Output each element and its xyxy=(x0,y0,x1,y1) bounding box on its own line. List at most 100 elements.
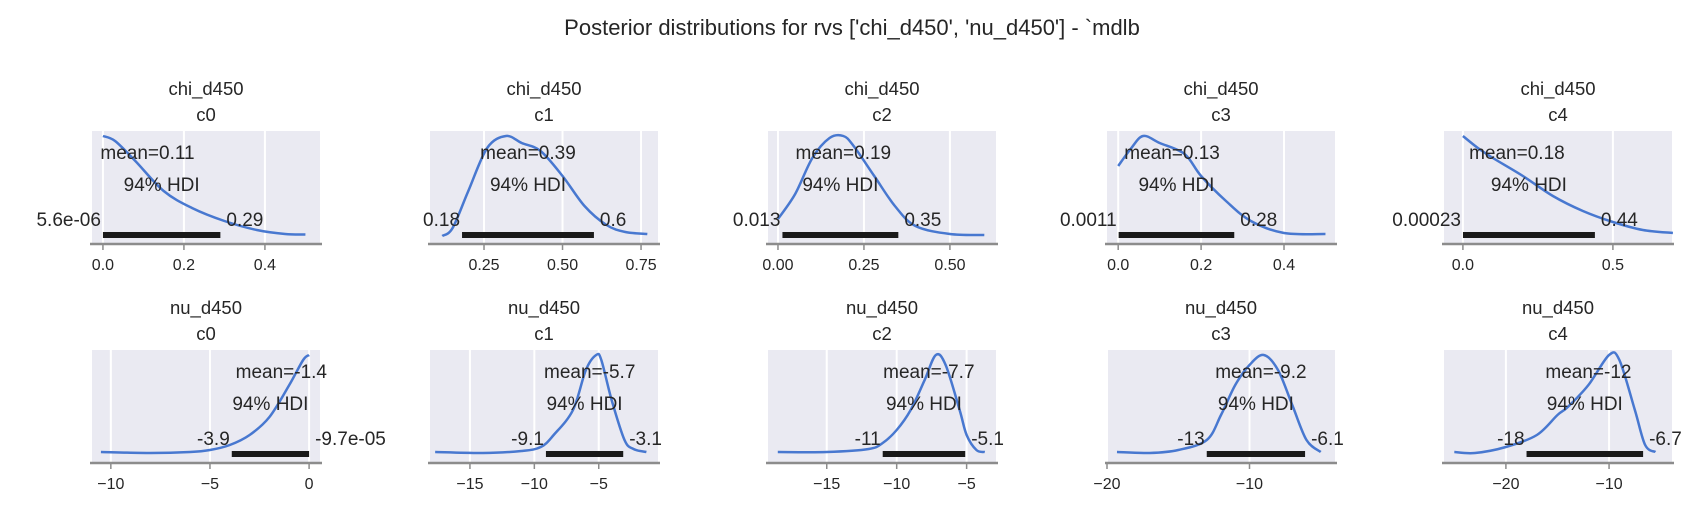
panel-title-coord: c3 xyxy=(1211,104,1231,125)
panel-title-coord: c2 xyxy=(872,323,892,344)
x-tick-label: −10 xyxy=(883,476,910,493)
hdi-low-label: -3.9 xyxy=(197,429,230,450)
panel-title-coord: c4 xyxy=(1548,104,1568,125)
plot-background xyxy=(1107,131,1335,244)
hdi-label: 94% HDI xyxy=(232,394,308,415)
x-tick-label: 0.0 xyxy=(92,257,114,274)
mean-label: mean=0.18 xyxy=(1469,143,1565,164)
x-tick-label: 0.50 xyxy=(547,257,578,274)
x-tick-label: −5 xyxy=(958,476,976,493)
x-tick-label: −5 xyxy=(201,476,219,493)
hdi-label: 94% HDI xyxy=(1218,394,1294,415)
hdi-low-label: 0.0011 xyxy=(1060,210,1117,231)
panel-title-coord: c0 xyxy=(196,104,216,125)
panel-title-var: chi_d450 xyxy=(1183,78,1258,100)
panel-title-var: nu_d450 xyxy=(846,297,918,319)
hdi-label: 94% HDI xyxy=(802,175,878,196)
hdi-label: 94% HDI xyxy=(124,175,200,196)
hdi-low-label: -11 xyxy=(855,429,881,450)
hdi-low-label: -13 xyxy=(1177,429,1204,450)
panel-nu_d450-c2: −15 −10 −5 nu_d450 c2 mean=-7.7 94% HDI-11 -5.1 xyxy=(766,297,1004,493)
mean-label: mean=-12 xyxy=(1545,362,1631,383)
plot-background xyxy=(92,131,320,244)
hdi-label: 94% HDI xyxy=(490,175,566,196)
panel-title-var: chi_d450 xyxy=(168,78,243,100)
panel-chi_d450-c2: 0.00 0.25 0.50 chi_d450 c2 mean=0.19 94% HDI 0.… xyxy=(733,78,998,274)
x-tick-label: −10 xyxy=(1595,476,1622,493)
x-tick-label: 0.50 xyxy=(934,257,965,274)
panel-title-coord: c4 xyxy=(1548,323,1568,344)
mean-label: mean=0.19 xyxy=(796,143,892,164)
mean-label: mean=-7.7 xyxy=(883,362,974,383)
kde-line xyxy=(777,352,986,454)
hdi-low-label: 0.013 xyxy=(733,210,781,231)
hdi-high-label: 0.44 xyxy=(1601,210,1638,231)
hdi-high-label: 0.28 xyxy=(1240,210,1277,231)
plot-background xyxy=(430,131,658,244)
hdi-low-label: 0.00023 xyxy=(1392,210,1461,231)
x-tick-label: −20 xyxy=(1492,476,1519,493)
panel-nu_d450-c0: −10 −5 0 nu_d450 c0 mean=-1.4 94% HDI-3.9 -9.7e… xyxy=(90,297,386,493)
panel-chi_d450-c4: 0.0 0.5 chi_d450 c4 mean=0.18 94% HDI 0.00023 0… xyxy=(1392,78,1674,274)
panel-nu_d450-c3: −20 −10 nu_d450 c3 mean=-9.2 94% HDI -13 -6.1 xyxy=(1093,297,1343,493)
hdi-high-label: 0.35 xyxy=(904,210,941,231)
x-tick-label: −20 xyxy=(1093,476,1120,493)
hdi-low-label: 0.18 xyxy=(423,210,460,231)
x-tick-label: −15 xyxy=(813,476,840,493)
panel-title-var: nu_d450 xyxy=(1522,297,1594,319)
mean-label: mean=-1.4 xyxy=(236,362,328,383)
hdi-high-label: 0.29 xyxy=(226,210,263,231)
hdi-high-label: -5.1 xyxy=(971,429,1004,450)
kde-line xyxy=(435,352,647,455)
hdi-high-label: -6.1 xyxy=(1311,429,1344,450)
x-tick-label: −10 xyxy=(97,476,124,493)
panel-title-var: nu_d450 xyxy=(1185,297,1257,319)
mean-label: mean=0.11 xyxy=(100,143,194,164)
panel-chi_d450-c1: 0.25 0.50 0.75 chi_d450 c1 mean=0.39 94% HDI 0.… xyxy=(423,78,660,274)
x-tick-label: 0.4 xyxy=(1273,257,1295,274)
kde-line xyxy=(1462,135,1674,235)
panel-nu_d450-c1: −15 −10 −5 nu_d450 c1 mean=-5.7 94% HDI-9.1 -3.… xyxy=(428,297,662,493)
hdi-label: 94% HDI xyxy=(886,394,962,415)
panel-title-coord: c0 xyxy=(196,323,216,344)
hdi-label: 94% HDI xyxy=(1547,394,1623,415)
x-tick-label: −10 xyxy=(1236,476,1263,493)
panel-title-var: chi_d450 xyxy=(506,78,581,100)
x-tick-label: −5 xyxy=(590,476,608,493)
x-tick-label: −10 xyxy=(521,476,548,493)
x-tick-label: 0.00 xyxy=(762,257,793,274)
hdi-label: 94% HDI xyxy=(1491,175,1567,196)
x-tick-label: 0.2 xyxy=(1190,257,1212,274)
panel-title-var: chi_d450 xyxy=(1520,78,1595,100)
panel-title-coord: c1 xyxy=(534,104,554,125)
kde-line xyxy=(441,134,648,238)
hdi-low-label: 5.6e-06 xyxy=(36,210,100,231)
x-tick-label: −15 xyxy=(456,476,483,493)
plot-background xyxy=(1107,350,1335,463)
x-tick-label: 0.5 xyxy=(1602,257,1624,274)
panel-nu_d450-c4: −20 −10 nu_d450 c4 mean=-12 94% HDI -18 -6.7 xyxy=(1442,297,1682,493)
panel-title-var: chi_d450 xyxy=(844,78,919,100)
x-tick-label: 0.4 xyxy=(254,257,276,274)
panel-title-coord: c3 xyxy=(1211,323,1231,344)
hdi-low-label: -9.1 xyxy=(511,429,544,450)
kde-line xyxy=(776,133,985,237)
panel-chi_d450-c3: 0.0 0.2 0.4 chi_d450 c3 mean=0.13 94% HDI 0.001… xyxy=(1060,78,1337,274)
kde-line xyxy=(102,134,306,236)
mean-label: mean=0.13 xyxy=(1124,143,1220,164)
panel-title-var: nu_d450 xyxy=(508,297,580,319)
kde-line xyxy=(1116,353,1322,455)
kde-line xyxy=(1117,134,1326,236)
kde-line xyxy=(100,353,310,455)
hdi-high-label: -6.7 xyxy=(1649,429,1682,450)
figure-title: Posterior distributions for rvs ['chi_d4… xyxy=(564,15,1140,40)
x-tick-label: 0.2 xyxy=(173,257,195,274)
x-tick-label: 0.25 xyxy=(848,257,879,274)
x-tick-label: 0 xyxy=(305,476,314,493)
hdi-low-label: -18 xyxy=(1497,429,1524,450)
panel-title-coord: c1 xyxy=(534,323,554,344)
mean-label: mean=0.39 xyxy=(480,143,576,164)
hdi-label: 94% HDI xyxy=(1138,175,1214,196)
